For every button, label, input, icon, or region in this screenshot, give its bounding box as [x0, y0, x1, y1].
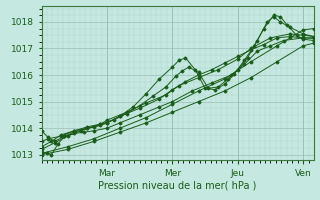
X-axis label: Pression niveau de la mer( hPa ): Pression niveau de la mer( hPa ) [99, 181, 257, 191]
